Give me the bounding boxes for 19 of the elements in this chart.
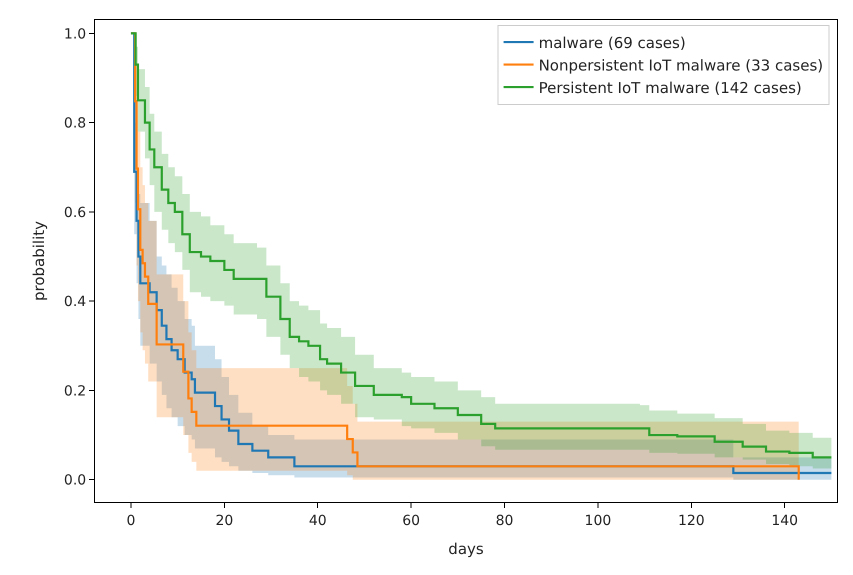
x-tick-label: 140: [771, 512, 798, 529]
x-tick-label: 20: [215, 512, 234, 529]
legend-label: Persistent IoT malware (142 cases): [538, 78, 802, 97]
x-axis-title: days: [448, 540, 484, 558]
x-tick-label: 40: [308, 512, 327, 529]
x-tick-label: 0: [126, 512, 136, 529]
y-tick-label: 0.4: [64, 294, 86, 310]
legend-label: Nonpersistent IoT malware (33 cases): [538, 56, 824, 74]
x-tick-label: 60: [402, 512, 420, 529]
x-tick-label: 120: [678, 512, 705, 529]
x-tick-label: 100: [584, 512, 612, 529]
y-tick-label: 1.0: [64, 26, 86, 42]
y-tick-label: 0.6: [64, 204, 86, 221]
legend-label: malware (69 cases): [538, 34, 686, 52]
y-tick-label: 0.0: [64, 472, 86, 489]
y-tick-label: 0.8: [64, 116, 86, 132]
x-tick-label: 80: [496, 512, 514, 529]
y-axis-title: probability: [30, 220, 48, 302]
y-tick-label: 0.2: [64, 383, 86, 400]
